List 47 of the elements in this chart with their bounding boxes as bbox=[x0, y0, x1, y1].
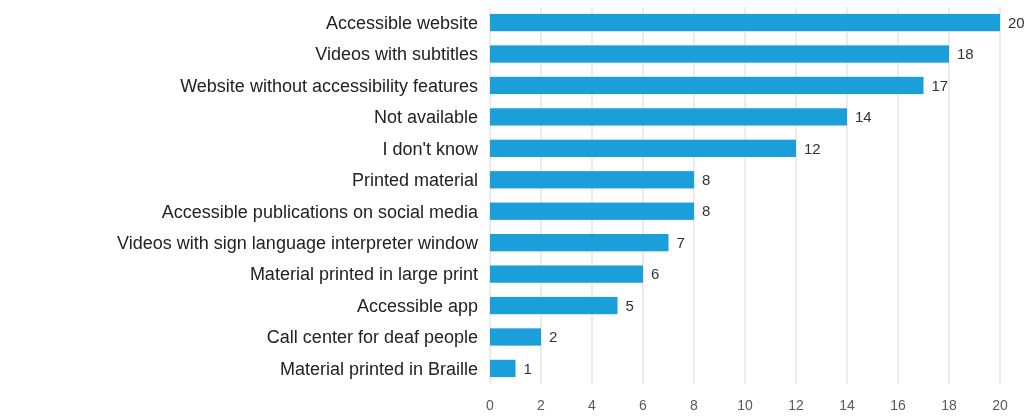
x-tick-label: 10 bbox=[737, 397, 753, 413]
y-tick-label: Printed material bbox=[351, 170, 478, 191]
y-tick-label: Videos with subtitles bbox=[315, 44, 478, 65]
data-label: 1 bbox=[523, 359, 532, 377]
data-label: 12 bbox=[804, 139, 821, 157]
bar bbox=[490, 139, 796, 157]
y-tick-label: Website without accessibility features bbox=[180, 75, 478, 96]
bar bbox=[490, 13, 1000, 32]
y-tick-label: Call center for deaf people bbox=[266, 327, 478, 348]
data-label: 7 bbox=[676, 233, 685, 251]
x-tick-label: 16 bbox=[890, 397, 906, 413]
bar bbox=[490, 202, 694, 220]
y-tick-label: Accessible publications on social media bbox=[161, 201, 479, 222]
y-tick-label: Material printed in Braille bbox=[279, 358, 478, 379]
data-label: 8 bbox=[702, 202, 711, 220]
bar bbox=[490, 265, 643, 283]
x-tick-label: 8 bbox=[690, 397, 699, 413]
x-tick-label: 14 bbox=[839, 397, 855, 413]
y-tick-label: I don't know bbox=[382, 138, 479, 159]
data-label: 2 bbox=[549, 328, 558, 346]
data-label: 6 bbox=[651, 265, 660, 283]
data-label: 5 bbox=[625, 296, 634, 314]
bar bbox=[490, 359, 516, 378]
data-label: 8 bbox=[702, 171, 711, 189]
bar bbox=[490, 328, 541, 346]
y-tick-label: Videos with sign language interpreter window bbox=[117, 232, 479, 253]
bar bbox=[490, 45, 949, 63]
y-tick-label: Accessible website bbox=[325, 12, 478, 33]
x-tick-label: 12 bbox=[788, 397, 804, 413]
y-tick-label: Material printed in large print bbox=[249, 264, 478, 285]
bar bbox=[490, 171, 694, 189]
x-tick-label: 4 bbox=[588, 397, 597, 413]
data-label: 20 bbox=[1008, 13, 1025, 31]
data-label: 18 bbox=[957, 45, 974, 63]
x-tick-label: 2 bbox=[537, 397, 546, 413]
x-tick-label: 6 bbox=[639, 397, 648, 413]
bar bbox=[490, 296, 618, 315]
data-label: 17 bbox=[931, 76, 949, 94]
y-tick-label: Not available bbox=[373, 107, 478, 128]
data-label: 14 bbox=[855, 108, 872, 126]
x-tick-label: 0 bbox=[486, 397, 495, 413]
y-tick-label: Accessible app bbox=[356, 295, 478, 316]
bar bbox=[490, 76, 924, 95]
x-tick-label: 18 bbox=[941, 397, 957, 413]
x-tick-label: 20 bbox=[992, 397, 1008, 413]
bar bbox=[490, 108, 847, 126]
bar bbox=[490, 234, 669, 252]
